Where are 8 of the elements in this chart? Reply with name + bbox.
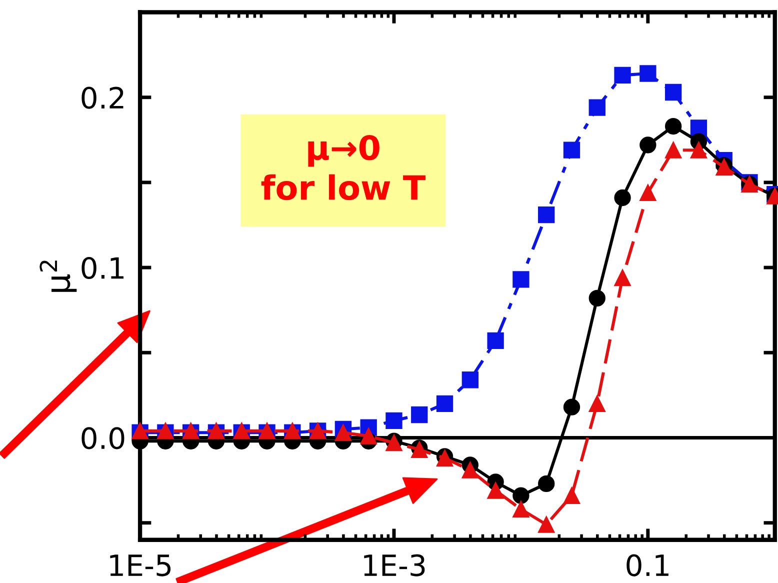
annotation: μ→0 for low T [261,135,426,200]
y-axis-title: μ$^{2}$ [40,260,77,292]
x-tick-label: 1E-3 [364,554,425,576]
x-tick-label: 1E-5 [110,554,171,576]
y-tick-label: 0.0 [82,427,124,450]
y-tick-label: 0.2 [82,86,124,109]
x-tick-label: 0.1 [626,554,668,576]
y-tick-label: 0.1 [82,256,124,280]
